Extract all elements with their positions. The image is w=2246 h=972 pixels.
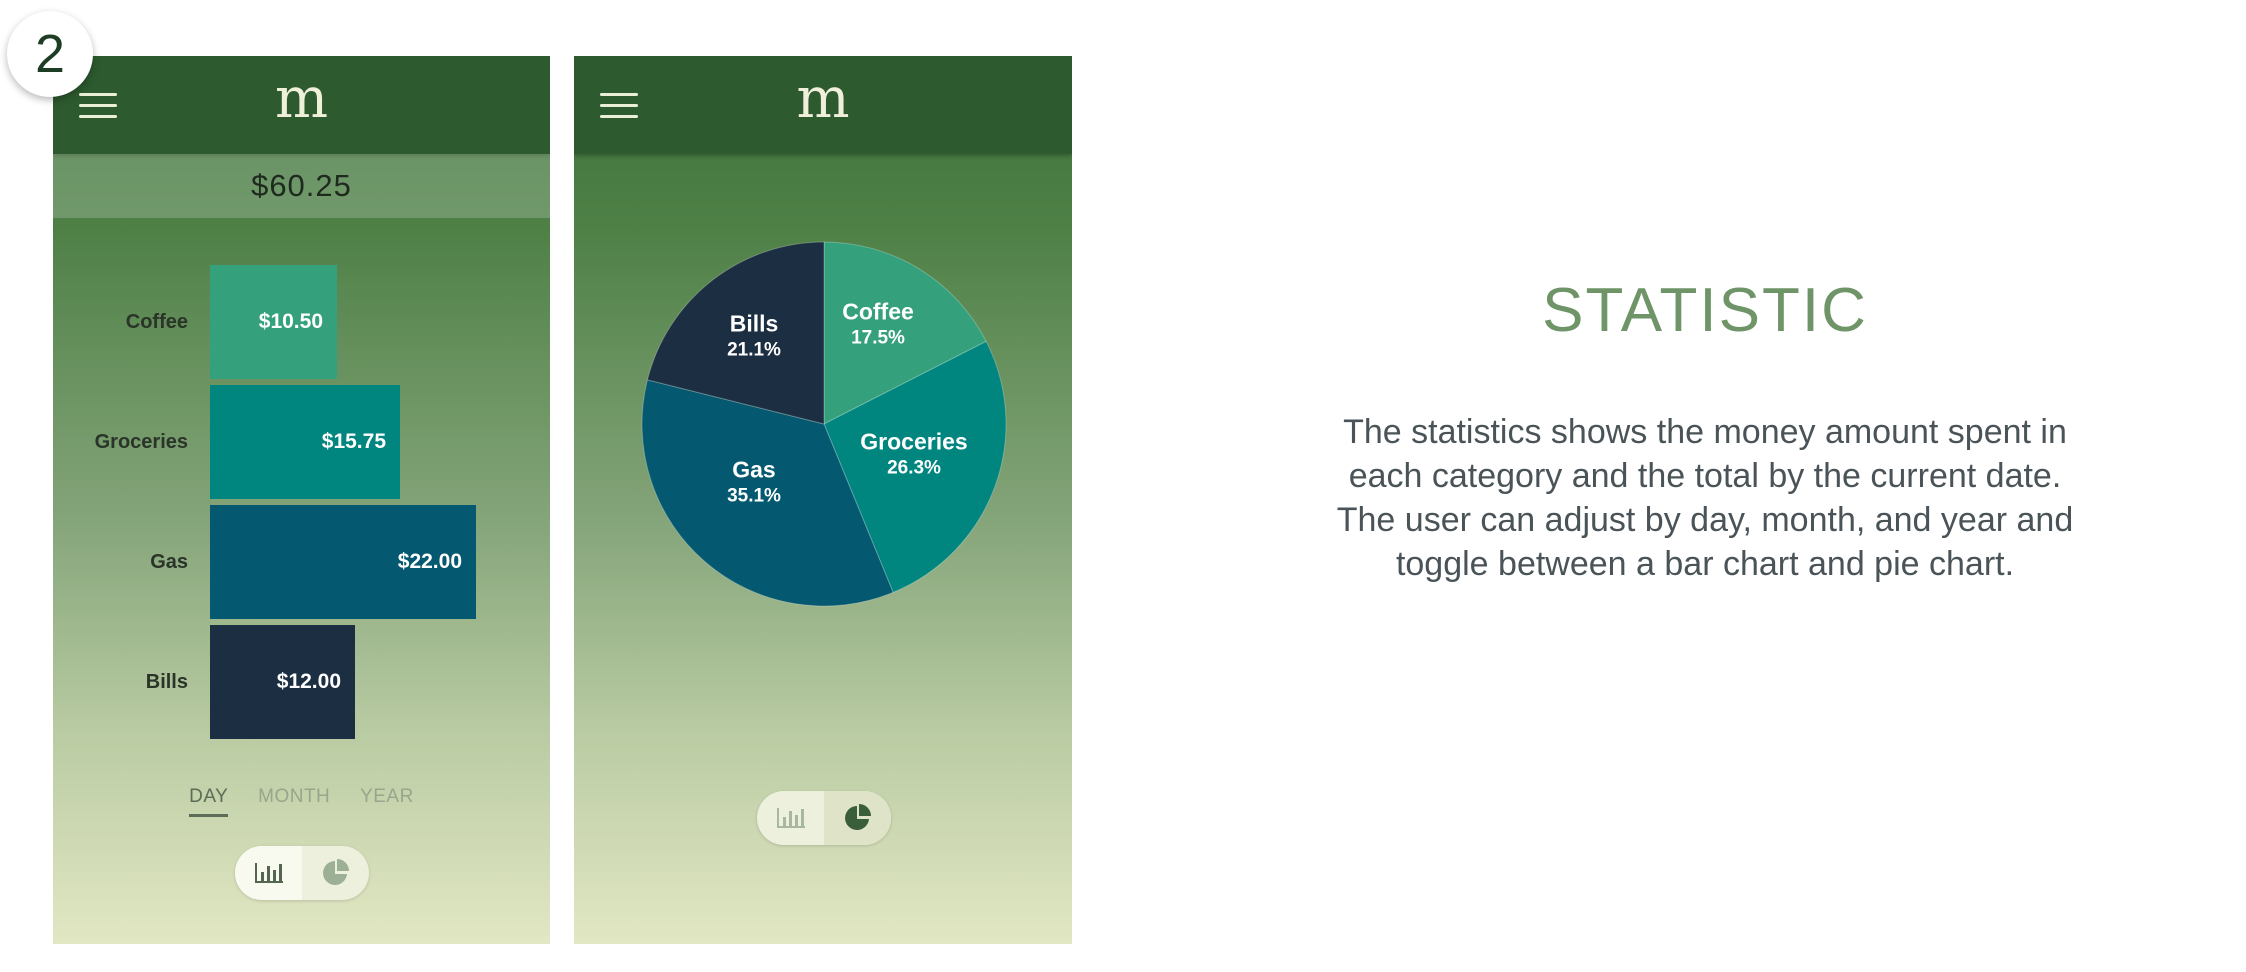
pie-slice-groceries[interactable] [823,340,1007,594]
bar-groceries[interactable]: $15.75 [210,385,400,499]
bar-row-gas: Gas $22.00 [53,505,550,619]
bar-chart-icon [776,808,805,828]
step-number-badge: 2 [7,11,93,97]
pie-chart-icon [844,804,871,830]
tab-year[interactable]: YEAR [360,786,414,807]
pie-chart-icon [322,859,349,885]
section-description: The statistics shows the money amount sp… [1265,410,2145,586]
bar-row-bills: Bills $12.00 [53,625,550,739]
pie-slice-gas[interactable] [641,379,894,607]
hamburger-menu-icon[interactable] [79,93,117,119]
bar-row-groceries: Groceries $15.75 [53,385,550,499]
app-logo: m [274,66,329,131]
description-line: toggle between a bar chart and pie chart… [1395,545,2015,583]
bar-category-label: Coffee [125,311,188,333]
pie-label-groceries: Groceries 26.3% [860,428,968,479]
phone-screen-bar-chart: m $60.25 Coffee $10.50 Groceries $15.75 … [53,56,550,944]
bar-chart-icon [254,863,283,883]
bar-category-label: Gas [150,551,188,573]
bar-chart-toggle-button[interactable] [235,846,302,900]
bar-value-label: $12.00 [276,670,341,693]
total-amount: $60.25 [53,154,550,218]
hamburger-menu-icon[interactable] [600,93,638,119]
pie-label-bills: Bills 21.1% [727,310,781,361]
tab-day[interactable]: DAY [189,786,229,817]
chart-type-toggle [235,846,369,900]
bar-row-coffee: Coffee $10.50 [53,265,550,379]
bar-gas[interactable]: $22.00 [210,505,476,619]
period-tabs: DAY MONTH YEAR [53,786,550,817]
bar-category-label: Bills [145,671,188,693]
pie-chart: Coffee 17.5% Groceries 26.3% Gas 35.1% B… [640,240,1008,608]
app-header: m [574,56,1072,154]
pie-chart-toggle-button[interactable] [824,791,891,845]
bar-value-label: $22.00 [397,550,462,573]
bar-bills[interactable]: $12.00 [210,625,355,739]
bar-value-label: $10.50 [258,310,323,333]
description-line: each category and the total by the curre… [1348,457,2062,495]
bar-value-label: $15.75 [321,430,386,453]
bar-coffee[interactable]: $10.50 [210,265,337,379]
pie-slice-bills[interactable] [646,241,825,425]
pie-slice-coffee[interactable] [823,241,987,425]
section-title: STATISTIC [1542,276,1868,345]
pie-chart-toggle-button[interactable] [302,846,369,900]
phone-screen-pie-chart: m Coffee 17.5% Groceries 26.3% Gas 35.1%… [574,56,1072,944]
bar-chart-toggle-button[interactable] [757,791,824,845]
pie-label-coffee: Coffee 17.5% [842,298,914,349]
description-line: The user can adjust by day, month, and y… [1336,501,2074,539]
tab-month[interactable]: MONTH [258,786,331,807]
bar-category-label: Groceries [94,431,188,453]
pie-chart-svg [641,241,1007,607]
chart-type-toggle [757,791,891,845]
description-line: The statistics shows the money amount sp… [1343,413,2067,451]
app-logo: m [796,66,850,131]
app-header: m [53,56,550,154]
pie-label-gas: Gas 35.1% [727,456,781,507]
